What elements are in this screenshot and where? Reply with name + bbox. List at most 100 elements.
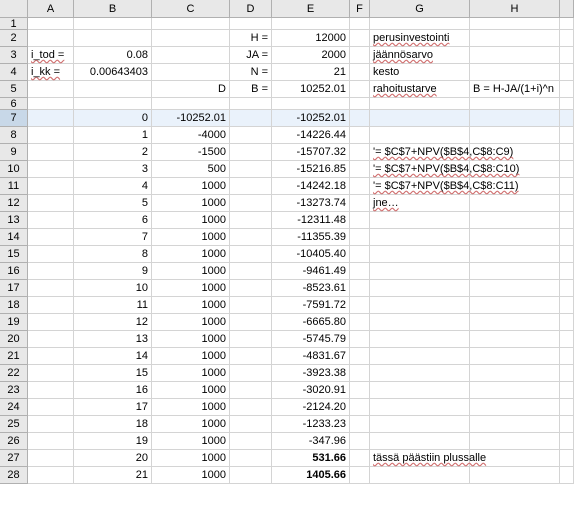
cell-A14[interactable] [28,229,74,246]
cell-E1[interactable] [272,18,350,30]
cell-A21[interactable] [28,348,74,365]
cell-C24[interactable]: 1000 [152,399,230,416]
cell-A11[interactable] [28,178,74,195]
cell-E15[interactable]: -10405.40 [272,246,350,263]
cell-E20[interactable]: -5745.79 [272,331,350,348]
cell-B13[interactable]: 6 [74,212,152,229]
row-header-6[interactable]: 6 [0,98,28,110]
cell-E28[interactable]: 1405.66 [272,467,350,484]
cell-G13[interactable] [370,212,470,229]
cell-H5[interactable]: B = H-JA/(1+i)^n [470,81,560,98]
cell-I13[interactable] [560,212,574,229]
cell-E25[interactable]: -1233.23 [272,416,350,433]
col-header-G[interactable]: G [370,0,470,18]
cell-A3[interactable]: i_tod = [28,47,74,64]
cell-F3[interactable] [350,47,370,64]
cell-F26[interactable] [350,433,370,450]
row-header-25[interactable]: 25 [0,416,28,433]
cell-C16[interactable]: 1000 [152,263,230,280]
cell-G9[interactable]: '= $C$7+NPV($B$4,C$8:C9) [370,144,470,161]
cell-I11[interactable] [560,178,574,195]
cell-B26[interactable]: 19 [74,433,152,450]
cell-F19[interactable] [350,314,370,331]
cell-F17[interactable] [350,280,370,297]
cell-G3[interactable]: jäännösarvo [370,47,470,64]
row-header-5[interactable]: 5 [0,81,28,98]
cell-G12[interactable]: jne… [370,195,470,212]
spreadsheet-grid[interactable]: ABCDEFGH12H =12000perusinvestointi3i_tod… [0,0,574,484]
cell-E3[interactable]: 2000 [272,47,350,64]
cell-F14[interactable] [350,229,370,246]
cell-D14[interactable] [230,229,272,246]
cell-D10[interactable] [230,161,272,178]
cell-I24[interactable] [560,399,574,416]
cell-F5[interactable] [350,81,370,98]
cell-H24[interactable] [470,399,560,416]
cell-I1[interactable] [560,18,574,30]
cell-C1[interactable] [152,18,230,30]
cell-E2[interactable]: 12000 [272,30,350,47]
cell-E24[interactable]: -2124.20 [272,399,350,416]
cell-I6[interactable] [560,98,574,110]
cell-C25[interactable]: 1000 [152,416,230,433]
cell-C14[interactable]: 1000 [152,229,230,246]
cell-E19[interactable]: -6665.80 [272,314,350,331]
cell-A28[interactable] [28,467,74,484]
cell-I26[interactable] [560,433,574,450]
cell-A20[interactable] [28,331,74,348]
cell-A5[interactable] [28,81,74,98]
cell-C13[interactable]: 1000 [152,212,230,229]
col-header-A[interactable]: A [28,0,74,18]
row-header-11[interactable]: 11 [0,178,28,195]
cell-A10[interactable] [28,161,74,178]
cell-F20[interactable] [350,331,370,348]
cell-B12[interactable]: 5 [74,195,152,212]
cell-E7[interactable]: -10252.01 [272,110,350,127]
cell-F6[interactable] [350,98,370,110]
cell-F13[interactable] [350,212,370,229]
cell-F10[interactable] [350,161,370,178]
cell-I25[interactable] [560,416,574,433]
cell-D20[interactable] [230,331,272,348]
cell-I2[interactable] [560,30,574,47]
cell-H20[interactable] [470,331,560,348]
cell-H19[interactable] [470,314,560,331]
row-header-2[interactable]: 2 [0,30,28,47]
cell-H25[interactable] [470,416,560,433]
cell-C20[interactable]: 1000 [152,331,230,348]
cell-D16[interactable] [230,263,272,280]
cell-I20[interactable] [560,331,574,348]
cell-E4[interactable]: 21 [272,64,350,81]
cell-B3[interactable]: 0.08 [74,47,152,64]
cell-I28[interactable] [560,467,574,484]
cell-G21[interactable] [370,348,470,365]
cell-F25[interactable] [350,416,370,433]
cell-E26[interactable]: -347.96 [272,433,350,450]
row-header-7[interactable]: 7 [0,110,28,127]
cell-C18[interactable]: 1000 [152,297,230,314]
cell-H17[interactable] [470,280,560,297]
row-header-12[interactable]: 12 [0,195,28,212]
cell-D19[interactable] [230,314,272,331]
cell-D15[interactable] [230,246,272,263]
cell-B24[interactable]: 17 [74,399,152,416]
cell-A19[interactable] [28,314,74,331]
cell-A22[interactable] [28,365,74,382]
cell-E14[interactable]: -11355.39 [272,229,350,246]
cell-A1[interactable] [28,18,74,30]
cell-D6[interactable] [230,98,272,110]
cell-D22[interactable] [230,365,272,382]
cell-G14[interactable] [370,229,470,246]
cell-D23[interactable] [230,382,272,399]
cell-E23[interactable]: -3020.91 [272,382,350,399]
row-header-14[interactable]: 14 [0,229,28,246]
row-header-27[interactable]: 27 [0,450,28,467]
cell-G17[interactable] [370,280,470,297]
cell-H16[interactable] [470,263,560,280]
cell-C22[interactable]: 1000 [152,365,230,382]
cell-A6[interactable] [28,98,74,110]
cell-A26[interactable] [28,433,74,450]
cell-F24[interactable] [350,399,370,416]
cell-C19[interactable]: 1000 [152,314,230,331]
corner-cell[interactable] [0,0,28,18]
